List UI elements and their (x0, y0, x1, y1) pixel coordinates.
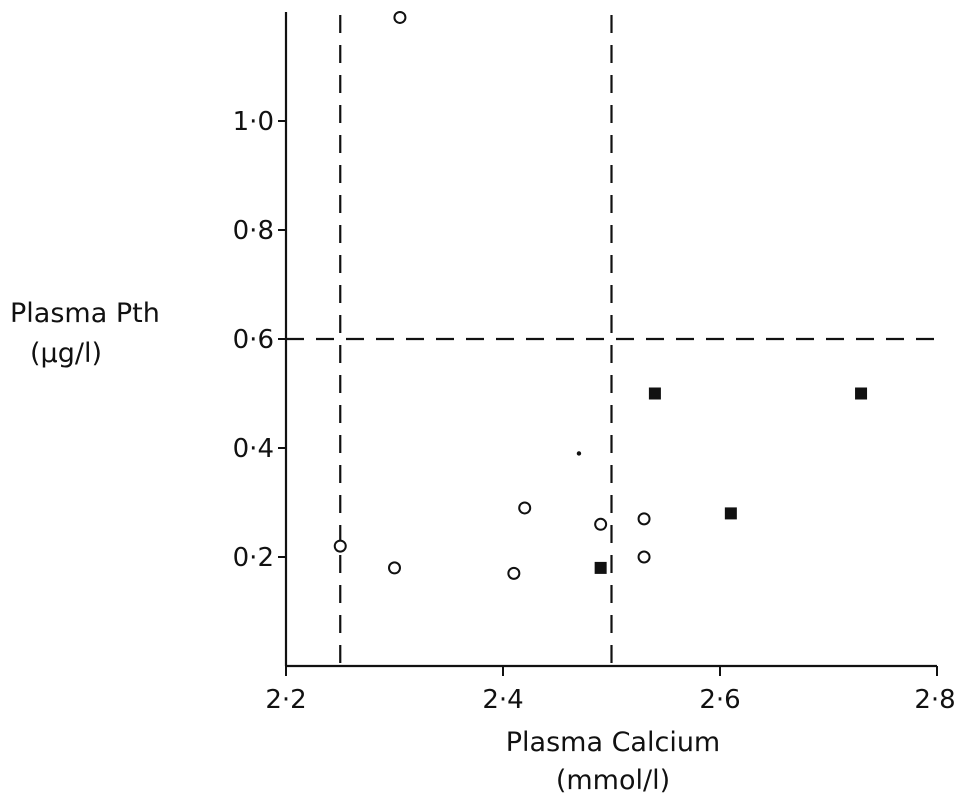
filled-square-point (648, 387, 661, 400)
open-circle-point (637, 550, 651, 564)
y-tick-label: 0·2 (233, 543, 274, 573)
filled-square-point (724, 507, 737, 520)
y-tick-label: 0·8 (233, 216, 274, 246)
tick-labels: 2·2 2·4 2·6 2·8 0·2 0·4 0·6 0·8 1·0 (233, 107, 956, 715)
reference-lines (286, 15, 939, 666)
open-circle-point (594, 517, 608, 531)
y-tick-label: 1·0 (233, 107, 274, 137)
filled-square-point (855, 387, 868, 400)
open-circle-point (507, 566, 521, 580)
open-circle-point (333, 539, 347, 553)
x-tick-label: 2·2 (265, 685, 306, 715)
filled-square-point (594, 561, 607, 574)
tick-marks (278, 120, 938, 676)
x-tick-label: 2·8 (914, 685, 955, 715)
x-axis-title: Plasma Calcium (506, 727, 720, 758)
x-axis-unit: (mmol/l) (556, 765, 670, 796)
y-tick-label: 0·4 (233, 434, 274, 464)
open-circle-point (393, 10, 407, 24)
x-tick-label: 2·6 (699, 685, 740, 715)
open-circle-point (637, 512, 651, 526)
y-tick-label: 0·6 (233, 325, 274, 355)
small-dot-point (576, 451, 582, 456)
y-axis-title: Plasma Pth (10, 298, 160, 329)
y-axis-unit: (µg/l) (30, 338, 102, 369)
x-tick-label: 2·4 (482, 685, 523, 715)
open-circle-point (388, 561, 401, 575)
data-points (333, 10, 868, 580)
open-circle-point (518, 501, 532, 515)
